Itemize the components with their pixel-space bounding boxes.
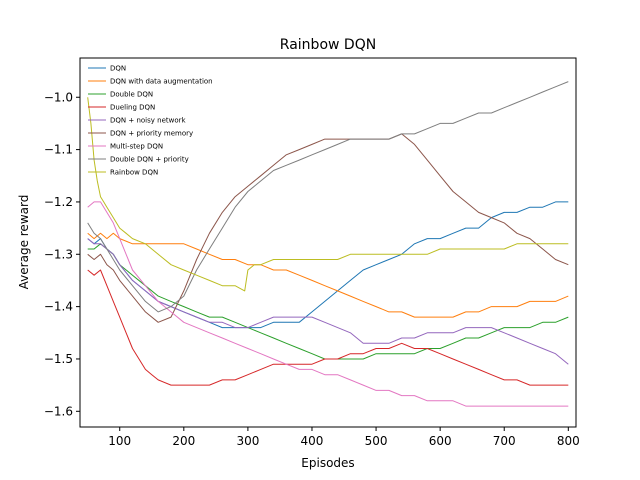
x-tick-label-6: 700 xyxy=(493,434,516,448)
series-line-4 xyxy=(87,238,569,365)
series-line-6 xyxy=(87,201,569,407)
legend-label-6: Multi-step DQN xyxy=(110,143,163,151)
x-tick-label-1: 200 xyxy=(172,434,195,448)
legend-label-2: Double DQN xyxy=(110,91,153,99)
legend-label-4: DQN + noisy network xyxy=(110,117,187,125)
series-line-1 xyxy=(87,232,569,318)
series-line-7 xyxy=(87,81,569,313)
plot-frame xyxy=(79,57,577,428)
series-line-3 xyxy=(87,269,569,386)
chart-title: Rainbow DQN xyxy=(280,37,376,53)
x-tick-label-3: 400 xyxy=(301,434,324,448)
legend-label-7: Double DQN + priority xyxy=(110,156,189,164)
series-line-5 xyxy=(87,133,569,323)
legend: DQN DQN with data augmentation Double DQN D… xyxy=(88,65,213,177)
x-tick-label-0: 100 xyxy=(108,434,131,448)
series-lines xyxy=(87,81,569,407)
series-line-2 xyxy=(87,243,569,360)
legend-label-3: Dueling DQN xyxy=(110,104,155,112)
y-tick-label-4: −1.2 xyxy=(44,195,73,209)
y-tick-label-5: −1.1 xyxy=(44,143,73,157)
x-tick-label-4: 500 xyxy=(365,434,388,448)
legend-label-8: Rainbow DQN xyxy=(110,169,158,177)
y-tick-label-2: −1.4 xyxy=(44,300,73,314)
x-axis-label: Episodes xyxy=(301,456,354,470)
legend-label-1: DQN with data augmentation xyxy=(110,78,213,86)
y-tick-label-1: −1.5 xyxy=(44,352,73,366)
legend-label-5: DQN + priority memory xyxy=(110,130,193,138)
legend-label-0: DQN xyxy=(110,65,126,73)
y-tick-label-3: −1.3 xyxy=(44,247,73,261)
series-line-8 xyxy=(87,97,569,292)
y-tick-label-6: −1.0 xyxy=(44,90,73,104)
x-tick-label-7: 800 xyxy=(557,434,580,448)
y-tick-label-0: −1.6 xyxy=(44,404,73,418)
series-line-0 xyxy=(87,201,569,329)
x-tick-label-5: 600 xyxy=(429,434,452,448)
x-tick-label-2: 300 xyxy=(236,434,259,448)
x-axis-ticks: 100 200 300 400 500 600 700 800 xyxy=(108,427,580,448)
y-axis-ticks: −1.6 −1.5 −1.4 −1.3 −1.2 −1.1 −1.0 xyxy=(44,90,80,418)
y-axis-label: Average reward xyxy=(17,195,31,290)
